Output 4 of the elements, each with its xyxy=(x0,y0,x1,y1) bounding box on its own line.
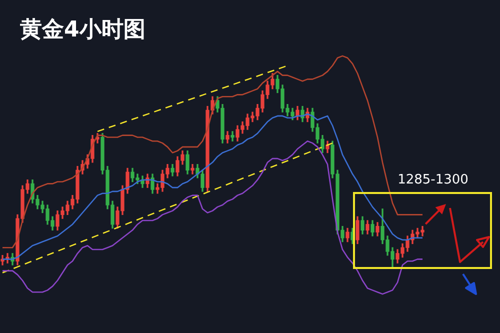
candlestick xyxy=(230,131,234,142)
annotation: 1285-1300 xyxy=(398,172,468,188)
chart-title: 黄金4小时图 xyxy=(19,18,146,43)
candlestick xyxy=(190,164,194,174)
